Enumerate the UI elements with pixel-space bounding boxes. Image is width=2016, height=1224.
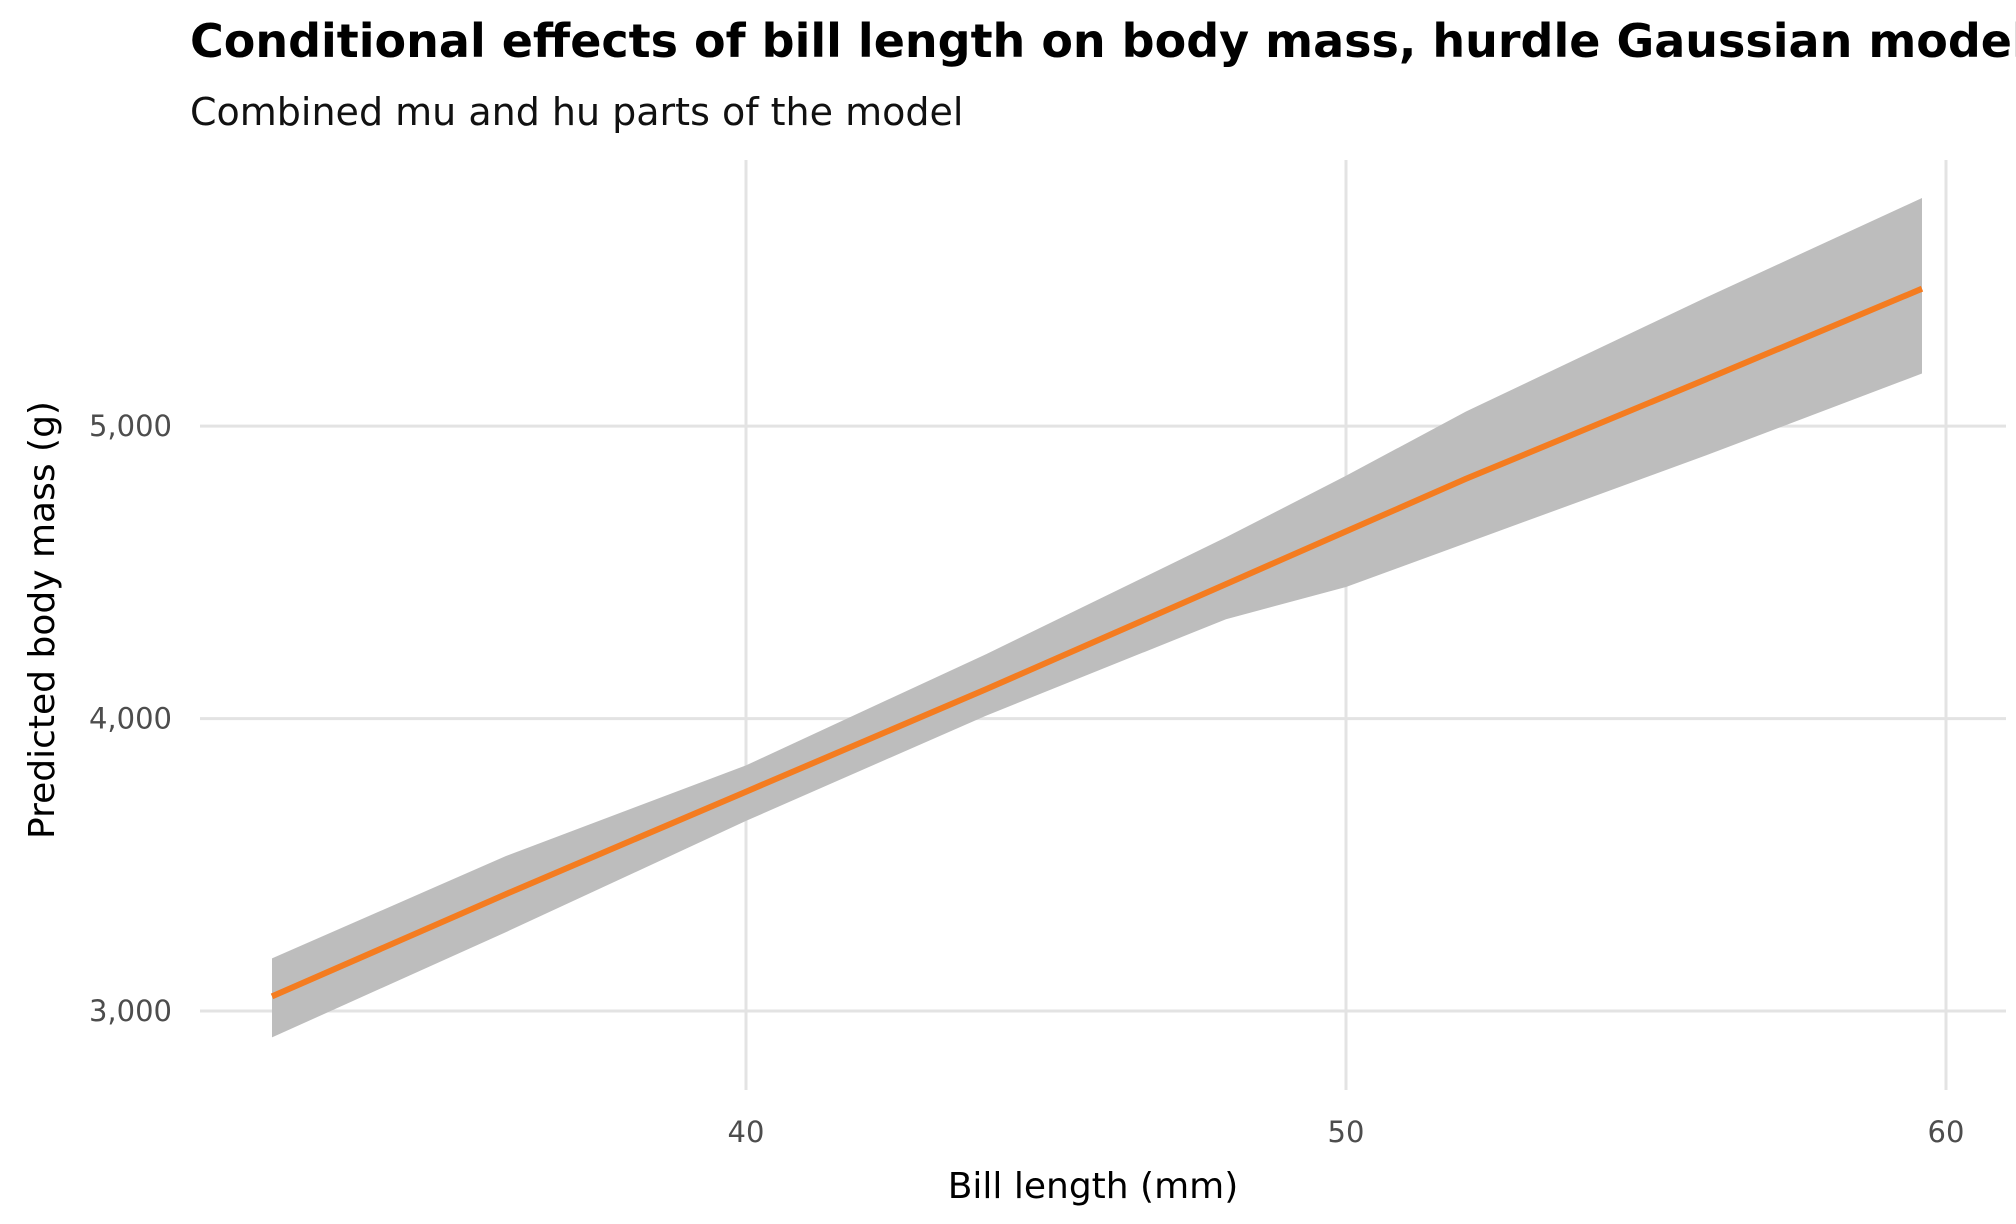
x-tick-label: 40 bbox=[728, 1115, 765, 1149]
fitted-line bbox=[270, 285, 1924, 1000]
chart-subtitle: Combined mu and hu parts of the model bbox=[190, 90, 964, 134]
x-tick-label: 60 bbox=[1928, 1115, 1965, 1149]
y-tick-label: 4,000 bbox=[89, 702, 172, 736]
credible-interval-band bbox=[272, 198, 1922, 1038]
x-axis-label: Bill length (mm) bbox=[948, 1166, 1239, 1207]
credible-interval-ribbon bbox=[272, 198, 1922, 1038]
x-axis-ticks: 40 50 60 bbox=[728, 1115, 1965, 1149]
y-axis-label: Predicted body mass (g) bbox=[22, 401, 63, 839]
y-tick-label: 3,000 bbox=[89, 994, 172, 1028]
predicted-mass-line bbox=[270, 285, 1924, 1000]
y-tick-label: 5,000 bbox=[89, 409, 172, 443]
x-tick-label: 50 bbox=[1328, 1115, 1365, 1149]
chart-title: Conditional effects of bill length on bo… bbox=[190, 14, 2016, 68]
y-axis-ticks: 3,000 4,000 5,000 bbox=[89, 409, 172, 1028]
